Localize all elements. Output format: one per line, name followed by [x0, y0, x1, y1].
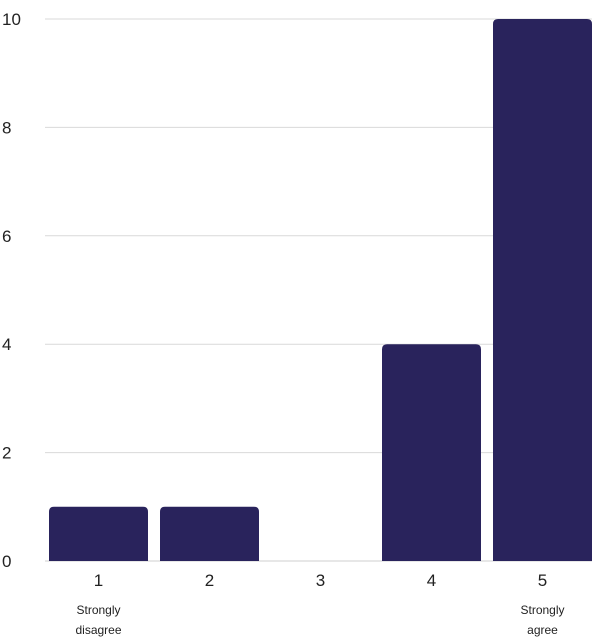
x-tick-sublabel: Strongly [76, 603, 120, 617]
bar-1[interactable] [49, 506, 148, 561]
y-tick-label: 2 [2, 444, 11, 463]
y-axis-ticks: 0 2 4 6 8 10 [2, 10, 21, 571]
x-tick-label: 5 [538, 571, 547, 590]
x-tick-label: 2 [205, 571, 214, 590]
y-tick-label: 10 [2, 10, 21, 29]
bar-5[interactable] [493, 19, 592, 561]
bar-4[interactable] [382, 344, 481, 561]
x-tick-sublabel: disagree [75, 623, 121, 637]
y-tick-label: 6 [2, 227, 11, 246]
x-tick-sublabel: Strongly [520, 603, 564, 617]
x-tick-label: 1 [94, 571, 103, 590]
bars [49, 19, 592, 561]
y-tick-label: 4 [2, 335, 11, 354]
bar-2[interactable] [160, 506, 259, 561]
x-tick-label: 4 [427, 571, 436, 590]
x-tick-sublabel: agree [527, 623, 558, 637]
x-axis-ticks: 1 Strongly disagree 2 3 4 5 Strongly agree [75, 571, 564, 637]
y-tick-label: 0 [2, 552, 11, 571]
y-tick-label: 8 [2, 118, 11, 137]
x-tick-label: 3 [316, 571, 325, 590]
